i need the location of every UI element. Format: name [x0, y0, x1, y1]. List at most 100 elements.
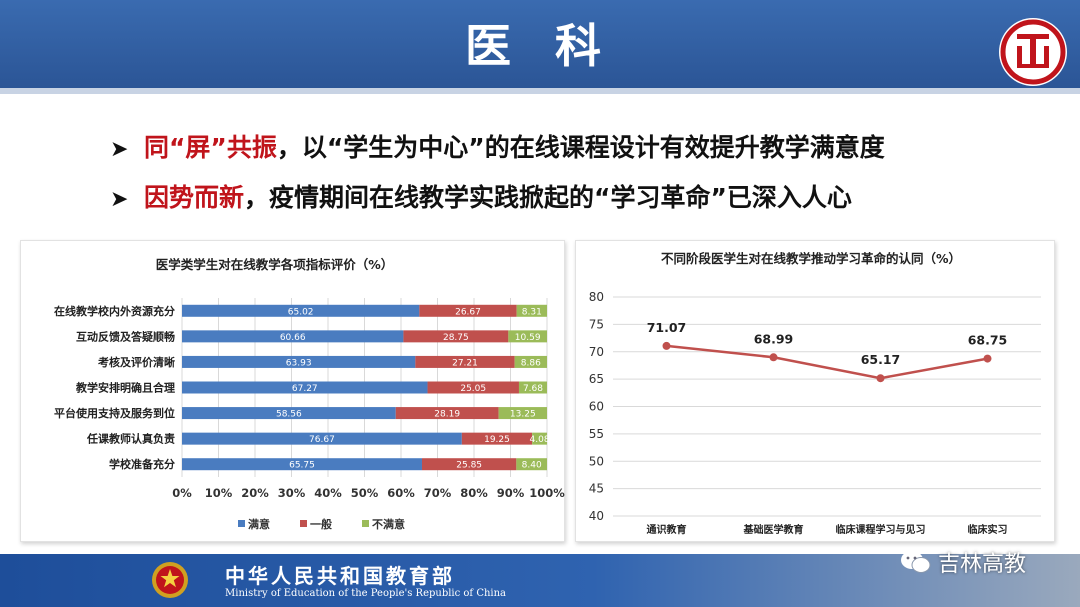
- x-tick-label: 60%: [387, 486, 415, 500]
- data-label: 19.25: [484, 435, 510, 445]
- series-line: [666, 344, 988, 380]
- header-bar: [0, 0, 1080, 88]
- y-tick-label: 70: [589, 345, 604, 359]
- data-label: 26.67: [455, 307, 481, 317]
- legend-swatch: [300, 520, 307, 527]
- bar-segment: [182, 355, 416, 368]
- bullet-2-highlight: 因势而新: [144, 183, 245, 212]
- bullet-2: ➤ 因势而新，疫情期间在线教学实践掀起的“学习革命”已深入人心: [110, 178, 852, 214]
- y-tick-label: 60: [589, 400, 604, 414]
- ministry-name-en: Ministry of Education of the People's Re…: [225, 588, 507, 599]
- y-tick-label: 80: [589, 290, 604, 304]
- recognition-chart-panel: 不同阶段医学生对在线教学推动学习革命的认同（%） 40 45 50 55 60 65 70 75…: [575, 240, 1055, 542]
- data-label: 65.75: [289, 461, 315, 471]
- legend-swatch: [362, 520, 369, 527]
- wechat-icon: [901, 551, 931, 573]
- line-chart: 不同阶段医学生对在线教学推动学习革命的认同（%） 40 45 50 55 60 65 70 75…: [589, 251, 1041, 536]
- category-label: 教学安排明确且合理: [75, 381, 175, 395]
- arrow-bullet-icon: ➤: [110, 187, 129, 212]
- category-label: 学校准备充分: [109, 457, 175, 471]
- chart-title: 医学类学生对在线教学各项指标评价（%）: [156, 257, 394, 272]
- y-tick-label: 50: [589, 454, 604, 468]
- stacked-bar-chart: 医学类学生对在线教学各项指标评价（%） 0% 10% 20% 30% 40% 50% 60% 7…: [54, 257, 565, 531]
- bar-segment: [427, 381, 519, 394]
- data-point: [769, 353, 778, 362]
- x-category-label: 临床课程学习与见习: [836, 523, 926, 536]
- x-category-label: 临床实习: [968, 523, 1008, 536]
- legend-label: 不满意: [372, 517, 405, 531]
- bar-segment: [395, 407, 499, 420]
- data-label: 27.21: [452, 358, 478, 368]
- arrow-bullet-icon: ➤: [110, 137, 129, 162]
- x-tick-label: 50%: [351, 486, 379, 500]
- data-point: [662, 341, 671, 350]
- y-tick-label: 45: [589, 482, 604, 496]
- category-label: 在线教学校内外资源充分: [54, 304, 175, 318]
- category-label: 平台使用支持及服务到位: [54, 406, 175, 420]
- data-label: 8.40: [522, 461, 542, 471]
- data-label: 76.67: [309, 435, 335, 445]
- x-tick-label: 30%: [278, 486, 306, 500]
- data-label: 7.68: [523, 384, 543, 394]
- bar-segment: [182, 330, 404, 343]
- data-label: 63.93: [286, 358, 312, 368]
- legend-swatch: [238, 520, 245, 527]
- x-tick-label: 70%: [424, 486, 452, 500]
- data-label: 25.05: [460, 384, 486, 394]
- x-tick-label: 100%: [529, 486, 565, 500]
- bullet-1: ➤ 同“屏”共振，以“学生为中心”的在线课程设计有效提升教学满意度: [110, 128, 885, 164]
- bullet-1-text: ，以“学生为中心”的在线课程设计有效提升教学满意度: [276, 133, 885, 162]
- y-tick-label: 75: [589, 317, 604, 331]
- bar-segment: [182, 432, 462, 445]
- x-category-label: 基础医学教育: [743, 523, 804, 536]
- y-tick-label: 55: [589, 427, 604, 441]
- data-label: 60.66: [280, 333, 306, 343]
- category-label: 任课教师认真负责: [86, 432, 175, 446]
- bar-segment: [182, 407, 396, 420]
- x-tick-label: 20%: [241, 486, 269, 500]
- y-tick-label: 40: [589, 509, 604, 523]
- chart-title: 不同阶段医学生对在线教学推动学习革命的认同（%）: [661, 251, 961, 266]
- data-label: 71.07: [647, 320, 687, 335]
- data-label: 65.02: [288, 307, 314, 317]
- university-logo-icon: [999, 18, 1067, 86]
- bullet-2-text: ，疫情期间在线教学实践掀起的“学习革命”已深入人心: [244, 183, 852, 212]
- data-label: 28.75: [443, 333, 469, 343]
- data-label: 67.27: [292, 384, 318, 394]
- satisfaction-chart-panel: 医学类学生对在线教学各项指标评价（%） 0% 10% 20% 30% 40% 50% 60% 7…: [20, 240, 565, 542]
- data-point: [983, 354, 992, 363]
- bar-segment: [514, 355, 547, 368]
- x-category-label: 通识教育: [647, 523, 687, 536]
- bar-segment: [182, 458, 422, 471]
- bar-segment: [419, 304, 517, 317]
- x-tick-label: 40%: [314, 486, 342, 500]
- bar-segment: [415, 355, 515, 368]
- page-title: 医 科: [464, 19, 615, 73]
- data-label: 25.85: [456, 461, 482, 471]
- data-label: 68.75: [968, 333, 1008, 348]
- bar-segment: [508, 330, 547, 343]
- watermark-text: 吉林高教: [938, 552, 1027, 577]
- x-tick-label: 0%: [172, 486, 192, 500]
- data-label: 28.19: [434, 410, 460, 420]
- bar-segment: [516, 458, 547, 471]
- bullet-1-highlight: 同“屏”共振: [144, 133, 277, 162]
- data-label: 8.31: [522, 307, 542, 317]
- data-label: 8.86: [521, 358, 541, 368]
- x-tick-label: 90%: [497, 486, 525, 500]
- bar-segment: [518, 381, 547, 394]
- bar-segment: [516, 304, 547, 317]
- header-separator: [0, 88, 1080, 94]
- bar-segment: [461, 432, 533, 445]
- legend-label: 满意: [248, 517, 270, 531]
- data-label: 58.56: [276, 410, 302, 420]
- x-tick-label: 80%: [460, 486, 488, 500]
- data-label: 10.59: [515, 333, 541, 343]
- category-label: 互动反馈及答疑顺畅: [76, 329, 175, 343]
- bar-segment: [182, 381, 428, 394]
- data-label: 13.25: [510, 410, 536, 420]
- bar-segment: [182, 304, 420, 317]
- bar-segment: [421, 458, 517, 471]
- data-point: [876, 374, 885, 383]
- category-label: 考核及评价清晰: [98, 355, 175, 369]
